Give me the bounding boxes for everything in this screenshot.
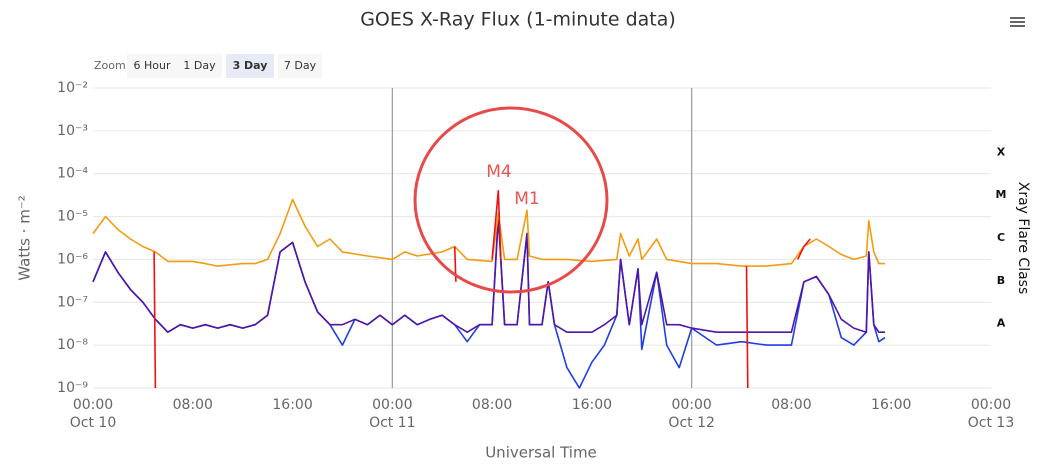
zoom-label: Zoom: [94, 59, 126, 72]
x-tick-label: 00:00: [671, 397, 711, 413]
x-tick-label: 08:00: [173, 397, 213, 413]
plot: [92, 190, 886, 389]
x-tick-date: Oct 10: [70, 415, 116, 431]
zoom-button-label[interactable]: 3 Day: [233, 59, 268, 72]
y-tick-label: 10⁻⁵: [57, 209, 88, 225]
zoom-button[interactable]: [127, 54, 177, 78]
zoom-button[interactable]: [226, 54, 274, 78]
zoom-button-label[interactable]: 1 Day: [183, 59, 216, 72]
zoom-button-label[interactable]: 6 Hour: [134, 59, 171, 72]
x-tick-date: Oct 11: [369, 415, 415, 431]
range-selector: 6 Hour 1 Day 3 Day 7 Day: [127, 54, 322, 78]
chart-title: GOES X-Ray Flux (1-minute data): [360, 9, 676, 31]
y-tick-label: 10⁻⁸: [57, 337, 88, 353]
highlight-circle: [413, 106, 609, 294]
x-tick-label: 16:00: [572, 397, 612, 413]
x-tick-label: 00:00: [971, 397, 1011, 413]
x-tick-label: 00:00: [372, 397, 412, 413]
y-tick-label: 10⁻²: [57, 80, 88, 96]
ticks: 10⁻⁹ 10⁻⁸ 10⁻⁷ 10⁻⁶ 10⁻⁵ 10⁻⁴ 10⁻³ 10⁻² A B C M X 00:…: [57, 80, 1014, 431]
menu-bar: [1010, 17, 1025, 19]
grid: [93, 87, 991, 389]
y2-tick-label: X: [997, 145, 1006, 158]
x-tick-label: 16:00: [272, 397, 312, 413]
annotation: M4: [486, 162, 511, 182]
y-tick-label: 10⁻⁶: [57, 251, 88, 267]
zoom-button-label[interactable]: 7 Day: [284, 59, 317, 72]
y-tick-label: 10⁻⁴: [57, 166, 88, 182]
y2-axis-label: Xray Flare Class: [1015, 182, 1031, 295]
y2-tick-label: M: [996, 188, 1007, 201]
y-tick-label: 10⁻⁹: [57, 380, 88, 396]
x-tick-label: 16:00: [871, 397, 911, 413]
x-tick-label: 00:00: [73, 397, 113, 413]
series-line: [92, 198, 885, 267]
x-tick-label: 08:00: [472, 397, 512, 413]
y2-tick-label: C: [997, 231, 1005, 244]
x-tick-date: Oct 12: [668, 415, 714, 431]
menu-bar: [1010, 25, 1025, 27]
y-tick-label: 10⁻³: [57, 123, 88, 139]
series-line: [92, 215, 885, 333]
zoom-button[interactable]: [177, 54, 222, 78]
series-line: [153, 190, 811, 389]
x-tick-label: 08:00: [771, 397, 811, 413]
menu-button[interactable]: [1008, 15, 1028, 31]
x-axis-label: Universal Time: [485, 444, 597, 462]
menu-bar: [1010, 21, 1025, 23]
y2-tick-label: B: [997, 274, 1005, 287]
y-axis-label: Watts · m⁻²: [16, 195, 34, 281]
y-tick-label: 10⁻⁷: [57, 294, 88, 310]
x-tick-date: Oct 13: [968, 415, 1014, 431]
annotation: M1: [514, 189, 539, 209]
y2-tick-label: A: [997, 317, 1006, 330]
zoom-button[interactable]: [278, 54, 322, 78]
